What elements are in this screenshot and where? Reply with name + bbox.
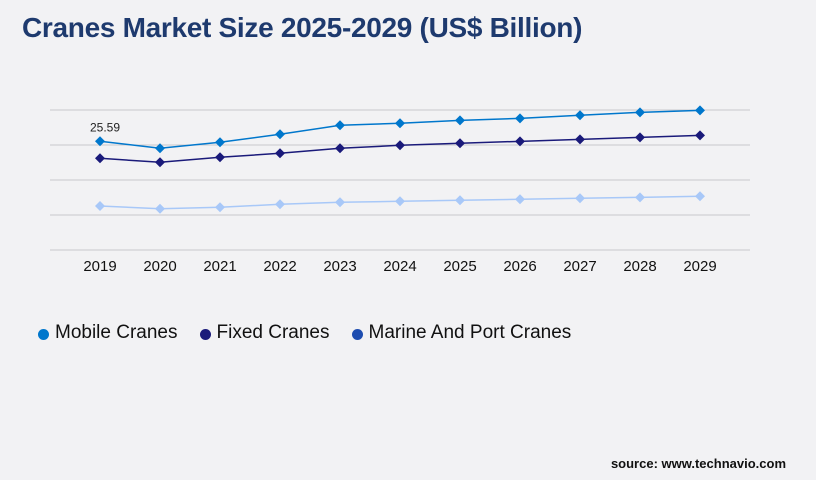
data-point bbox=[635, 192, 645, 203]
data-label: 25.59 bbox=[90, 120, 120, 134]
data-point bbox=[515, 194, 525, 205]
data-point bbox=[335, 120, 345, 131]
legend-label: Fixed Cranes bbox=[216, 322, 330, 343]
x-tick-label: 2029 bbox=[683, 258, 716, 275]
x-tick-label: 2027 bbox=[563, 258, 596, 275]
data-point bbox=[455, 195, 465, 206]
data-point bbox=[215, 152, 225, 163]
data-point bbox=[275, 129, 285, 140]
legend-item: Mobile Cranes bbox=[38, 322, 178, 344]
legend-dot-icon bbox=[199, 329, 211, 340]
data-point bbox=[95, 200, 105, 211]
data-point bbox=[95, 153, 105, 164]
x-tick-label: 2019 bbox=[83, 258, 116, 275]
data-point bbox=[335, 197, 345, 208]
data-point bbox=[575, 193, 585, 204]
x-tick-label: 2023 bbox=[323, 258, 356, 275]
data-point bbox=[95, 136, 105, 147]
data-point bbox=[455, 115, 465, 126]
legend: Mobile Cranes Fixed Cranes Marine And Port… bbox=[38, 322, 571, 344]
data-point bbox=[575, 110, 585, 121]
chart-title: Cranes Market Size 2025-2029 (US$ Billio… bbox=[22, 12, 583, 43]
x-tick-label: 2021 bbox=[203, 258, 236, 275]
data-point bbox=[335, 143, 345, 154]
data-point bbox=[695, 191, 705, 202]
data-point bbox=[515, 113, 525, 124]
data-point bbox=[515, 136, 525, 147]
data-point bbox=[455, 138, 465, 149]
data-point bbox=[155, 143, 165, 154]
legend-label: Marine And Port Cranes bbox=[368, 322, 572, 343]
legend-dot-icon bbox=[351, 329, 363, 340]
x-tick-label: 2028 bbox=[623, 258, 656, 275]
data-point bbox=[215, 137, 225, 148]
legend-dot-icon bbox=[38, 329, 49, 340]
legend-label: Mobile Cranes bbox=[55, 322, 178, 343]
x-tick-label: 2022 bbox=[263, 258, 296, 275]
x-tick-label: 2024 bbox=[383, 258, 416, 275]
source-note: source: www.technavio.com bbox=[610, 456, 786, 471]
data-point bbox=[395, 118, 405, 129]
line-chart: 2019 2020 2021 2022 2023 2024 2025 2026 2027 2028… bbox=[50, 105, 750, 275]
legend-item: Marine And Port Cranes bbox=[351, 322, 572, 344]
data-point bbox=[155, 157, 165, 168]
legend-item: Fixed Cranes bbox=[199, 322, 330, 344]
x-tick-label: 2026 bbox=[503, 258, 536, 275]
data-point bbox=[695, 130, 705, 141]
data-point bbox=[215, 202, 225, 213]
data-point bbox=[695, 105, 705, 116]
data-point bbox=[395, 140, 405, 151]
data-point bbox=[395, 196, 405, 207]
data-point bbox=[635, 132, 645, 143]
x-tick-label: 2025 bbox=[443, 258, 476, 275]
data-point bbox=[275, 148, 285, 159]
data-point bbox=[155, 203, 165, 214]
x-tick-label: 2020 bbox=[143, 258, 176, 275]
data-point bbox=[575, 134, 585, 145]
data-point bbox=[275, 199, 285, 210]
data-point bbox=[635, 107, 645, 118]
